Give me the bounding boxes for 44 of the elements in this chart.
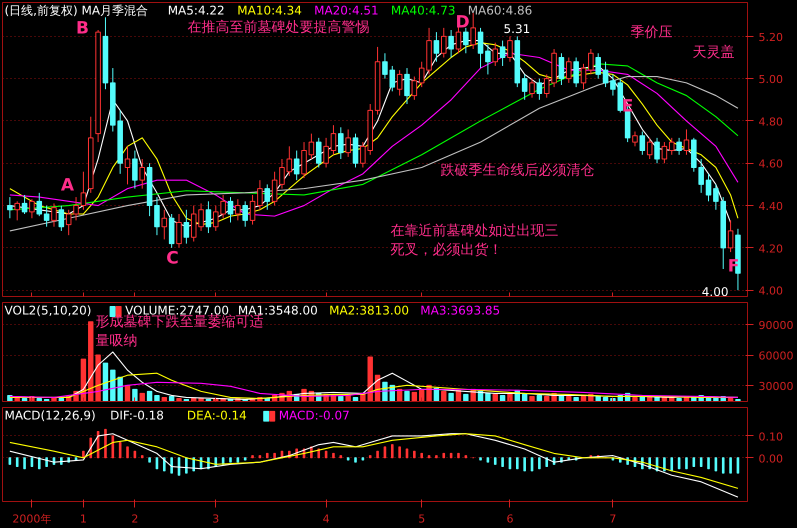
y-tick-label: 5.00 [758, 73, 783, 86]
chart-title: MACD(12,26,9) [4, 408, 96, 422]
legend-label: MACD:-0.07 [278, 408, 350, 422]
annotation: A [60, 176, 75, 196]
y-tick-label: 30000 [758, 380, 794, 393]
x-tick-label: 7 [609, 512, 616, 526]
y-tick-label: 4.60 [758, 158, 783, 171]
annotation: 跌破季生命线后必须清仓 [440, 162, 594, 178]
x-tick-label: 1 [80, 512, 87, 526]
y-tick-label: 4.80 [758, 115, 783, 128]
text: MA2:3813.00 [329, 304, 409, 318]
x-tick-label: 5 [418, 512, 426, 526]
x-tick-label: 6 [506, 512, 514, 526]
x-tick-label: 4 [322, 512, 330, 526]
annotation: 5.31 [504, 22, 530, 36]
text: MA5:4.22 [168, 4, 225, 18]
text: MA60:4.86 [468, 4, 532, 18]
x-tick-label: 2000年 [12, 512, 52, 526]
text: MA40:4.73 [390, 4, 456, 18]
y-tick-label: 5.20 [758, 30, 783, 44]
y-tick-label: 4.40 [758, 200, 783, 214]
y-tick-label: 4.20 [758, 242, 783, 256]
x-tick-label: 2 [131, 512, 138, 526]
x-tick-label: 3 [212, 512, 220, 526]
annotation: C [166, 248, 179, 268]
annotation: 在推高至前墓碑处要提高警惕 [188, 20, 370, 36]
annotation: D [455, 12, 470, 32]
chart-title: (日线,前复权) MA月季混合 [4, 4, 148, 18]
chart-title: VOL2(5,10,20) [4, 304, 92, 318]
text: MA3:3693.85 [420, 304, 500, 318]
annotation: 4.00 [702, 285, 728, 299]
y-tick-label: 0.00 [758, 452, 783, 466]
annotation: 季价压 [630, 24, 672, 40]
annotation: 在靠近前墓碑处如过出现三死叉，必须出货！ [390, 222, 558, 258]
text: MA10:4.34 [237, 4, 302, 18]
text: DEA:-0.14 [186, 408, 247, 422]
annotation: B [76, 18, 89, 38]
text: MA20:4.51 [314, 4, 379, 18]
y-tick-label: 90000 [758, 319, 794, 332]
y-tick-label: 0.10 [758, 430, 783, 444]
series-label: DIF:-0.18 [110, 408, 164, 422]
y-tick-label: 4.00 [758, 284, 783, 298]
annotation: 天灵盖 [692, 44, 734, 60]
y-tick-label: 60000 [758, 350, 794, 363]
